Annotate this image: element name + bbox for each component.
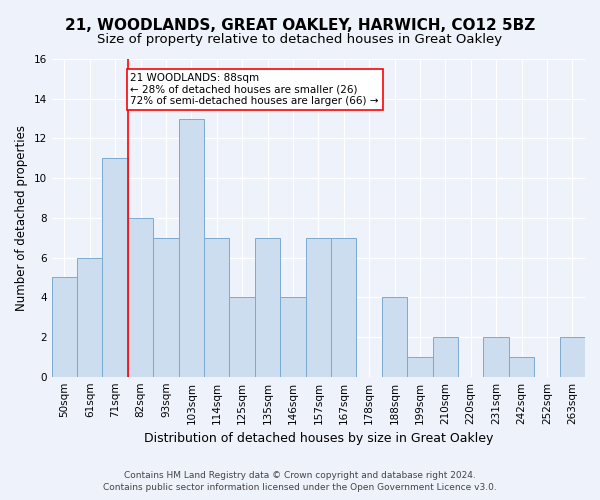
Bar	[280, 298, 305, 376]
Text: 21 WOODLANDS: 88sqm
← 28% of detached houses are smaller (26)
72% of semi-detach: 21 WOODLANDS: 88sqm ← 28% of detached ho…	[130, 73, 379, 106]
Text: Contains HM Land Registry data © Crown copyright and database right 2024.
Contai: Contains HM Land Registry data © Crown c…	[103, 471, 497, 492]
Bar	[331, 238, 356, 376]
X-axis label: Distribution of detached houses by size in Great Oakley: Distribution of detached houses by size …	[143, 432, 493, 445]
Bar	[77, 258, 103, 376]
Bar	[52, 278, 77, 376]
Bar	[204, 238, 229, 376]
Bar	[103, 158, 128, 376]
Y-axis label: Number of detached properties: Number of detached properties	[15, 125, 28, 311]
Bar	[433, 337, 458, 376]
Bar	[382, 298, 407, 376]
Text: Size of property relative to detached houses in Great Oakley: Size of property relative to detached ho…	[97, 32, 503, 46]
Text: 21, WOODLANDS, GREAT OAKLEY, HARWICH, CO12 5BZ: 21, WOODLANDS, GREAT OAKLEY, HARWICH, CO…	[65, 18, 535, 32]
Bar	[560, 337, 585, 376]
Bar	[153, 238, 179, 376]
Bar	[484, 337, 509, 376]
Bar	[128, 218, 153, 376]
Bar	[305, 238, 331, 376]
Bar	[229, 298, 255, 376]
Bar	[407, 357, 433, 376]
Bar	[255, 238, 280, 376]
Bar	[179, 118, 204, 376]
Bar	[509, 357, 534, 376]
